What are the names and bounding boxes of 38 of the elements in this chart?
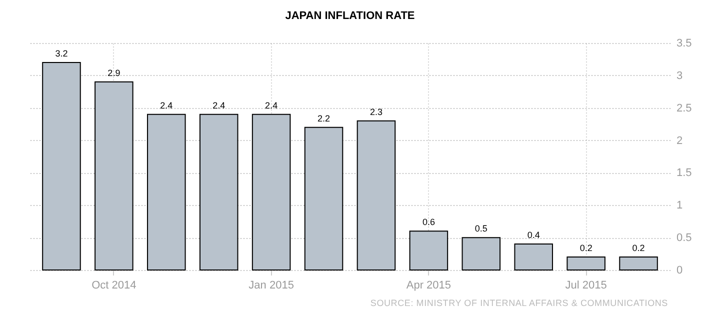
x-tick-label: Jul 2015 <box>565 280 607 292</box>
bar <box>94 81 134 270</box>
data-label: 0.4 <box>527 230 540 240</box>
bar <box>199 114 238 270</box>
chart-title: JAPAN INFLATION RATE <box>285 10 415 22</box>
bar <box>356 120 396 270</box>
data-label: 3.2 <box>55 48 68 58</box>
x-tick-label: Jan 2015 <box>248 280 294 292</box>
data-label: 0.2 <box>632 243 645 254</box>
y-tick-label: 3 <box>676 70 683 82</box>
y-tick-label: 2.5 <box>676 102 692 114</box>
data-label: 2.4 <box>265 100 278 110</box>
y-tick-label: 0.5 <box>676 232 692 244</box>
x-tick-label: Oct 2014 <box>92 280 136 292</box>
data-label: 2.2 <box>318 113 330 124</box>
y-tick-label: 2 <box>676 134 683 147</box>
data-label: 0.6 <box>422 217 435 228</box>
data-label: 0.2 <box>580 243 592 254</box>
data-label: 2.9 <box>108 68 120 78</box>
x-tick-label: Apr 2015 <box>406 280 452 292</box>
data-label: 0.5 <box>474 224 488 234</box>
bar <box>409 230 448 270</box>
y-tick-label: 3.5 <box>676 38 692 50</box>
bar <box>619 256 658 270</box>
y-tick-label: 0 <box>676 264 683 276</box>
source-note: SOURCE: MINISTRY OF INTERNAL AFFAIRS & COMMUNICATIONS <box>370 298 668 308</box>
data-label: 2.4 <box>212 100 226 110</box>
bar <box>566 256 606 270</box>
bar <box>514 244 553 270</box>
data-label: 2.4 <box>160 100 173 110</box>
bar <box>252 114 291 270</box>
y-tick-label: 1.5 <box>676 167 692 180</box>
data-label: 2.3 <box>370 106 382 117</box>
bar <box>147 114 186 270</box>
y-tick-label: 1 <box>676 200 683 212</box>
bar <box>304 126 344 270</box>
bar <box>42 62 81 270</box>
bar <box>462 237 501 270</box>
